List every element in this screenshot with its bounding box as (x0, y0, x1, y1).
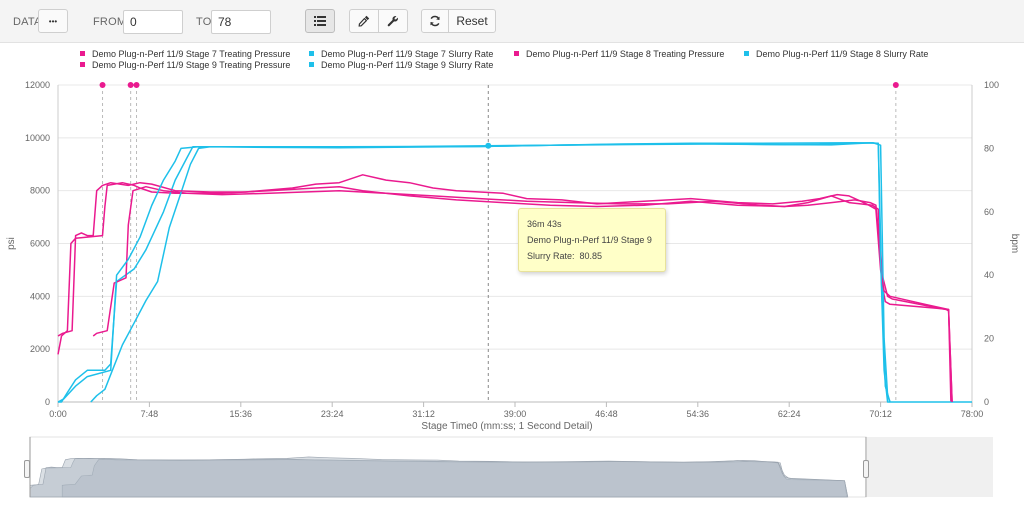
legend-swatch (80, 51, 85, 56)
from-input[interactable] (123, 10, 183, 34)
series-line-4 (90, 141, 891, 403)
navigator-area (61, 458, 849, 498)
y2-tick-label: 20 (984, 334, 994, 344)
data-marker (485, 142, 492, 149)
from-label: FROM (93, 16, 127, 28)
series-line-5 (57, 174, 953, 403)
navigator-outside (867, 437, 993, 497)
legend-swatch (514, 51, 519, 56)
y-axis-title: psi (6, 237, 17, 250)
y2-tick-label: 0 (984, 397, 989, 407)
navigator-right-handle[interactable] (863, 460, 869, 478)
tooltip-value: 80.85 (579, 251, 603, 261)
y-tick-label: 8000 (30, 186, 50, 196)
x-tick-label: 54:36 (687, 409, 710, 419)
legend-swatch (80, 62, 85, 67)
legend-swatch (744, 51, 749, 56)
y-tick-label: 10000 (25, 133, 50, 143)
tooltip-series: Demo Plug-n-Perf 11/9 Stage 9 (527, 235, 652, 245)
y-tick-label: 4000 (30, 291, 50, 301)
reset-button[interactable]: Reset (448, 9, 496, 33)
data-marker (133, 82, 140, 88)
x-axis-title: Stage Time0 (mm:ss; 1 Second Detail) (421, 421, 592, 432)
y2-tick-label: 80 (984, 143, 994, 153)
list-icon (314, 16, 326, 26)
hover-tooltip: 36m 43s Demo Plug-n-Perf 11/9 Stage 9 Sl… (518, 208, 666, 272)
series-line-2 (58, 141, 972, 403)
refresh-icon (430, 15, 440, 27)
y2-tick-label: 60 (984, 207, 994, 217)
tooltip-label: Slurry Rate: (527, 251, 575, 261)
y-tick-label: 12000 (25, 80, 50, 90)
legend-label: Demo Plug-n-Perf 11/9 Stage 8 Treating P… (526, 49, 724, 59)
chart-area: 0 2000 4000 6000 8000 10000 12000 0 20 40 60 80 100 0… (0, 42, 1024, 510)
color-picker-button[interactable] (349, 9, 379, 33)
x-tick-label: 78:00 (961, 409, 984, 419)
legend-swatch (309, 62, 314, 67)
x-tick-label: 0:00 (49, 409, 67, 419)
tooltip-value-row: Slurry Rate: 80.85 (527, 248, 657, 264)
tooltip-time: 36m 43s (527, 219, 562, 229)
y-tick-label: 6000 (30, 239, 50, 249)
x-tick-label: 70:12 (869, 409, 892, 419)
legend-label: Demo Plug-n-Perf 11/9 Stage 7 Treating P… (92, 49, 290, 59)
y-tick-label: 2000 (30, 344, 50, 354)
x-tick-label: 7:48 (141, 409, 159, 419)
refresh-button[interactable] (421, 9, 449, 33)
navigator-area (29, 456, 849, 498)
x-tick-label: 15:36 (230, 409, 253, 419)
wrench-icon (387, 16, 398, 27)
y2-tick-label: 100 (984, 80, 999, 90)
series-line-6 (57, 141, 890, 403)
data-label: DATA (13, 16, 42, 28)
data-marker (892, 82, 899, 88)
data-menu-button[interactable]: ••• (38, 9, 68, 33)
legend-label: Demo Plug-n-Perf 11/9 Stage 7 Slurry Rat… (321, 49, 493, 59)
pressure-rate-chart[interactable]: 0 2000 4000 6000 8000 10000 12000 0 20 40 60 80 100 0… (0, 42, 1024, 510)
x-tick-label: 46:48 (595, 409, 618, 419)
x-tick-label: 31:12 (412, 409, 435, 419)
x-tick-label: 23:24 (321, 409, 344, 419)
navigator-left-handle[interactable] (24, 460, 30, 478)
to-input[interactable] (211, 10, 271, 34)
legend-label: Demo Plug-n-Perf 11/9 Stage 9 Treating P… (92, 60, 290, 70)
y2-tick-label: 40 (984, 270, 994, 280)
y-tick-label: 0 (45, 397, 50, 407)
settings-button[interactable] (378, 9, 408, 33)
navigator-area (29, 457, 848, 498)
data-marker (99, 82, 106, 88)
x-tick-label: 62:24 (778, 409, 801, 419)
list-view-button[interactable] (305, 9, 335, 33)
x-tick-label: 39:00 (504, 409, 527, 419)
y2-axis-title: bpm (1009, 234, 1020, 253)
legend-swatch (309, 51, 314, 56)
series-line-1 (57, 181, 952, 403)
data-marker (127, 82, 134, 88)
to-label: TO (196, 16, 212, 28)
toolbar: DATA ••• FROM TO Reset (0, 0, 1024, 43)
eyedropper-icon (358, 15, 370, 27)
legend-label: Demo Plug-n-Perf 11/9 Stage 8 Slurry Rat… (756, 49, 928, 59)
legend-label: Demo Plug-n-Perf 11/9 Stage 9 Slurry Rat… (321, 60, 493, 70)
